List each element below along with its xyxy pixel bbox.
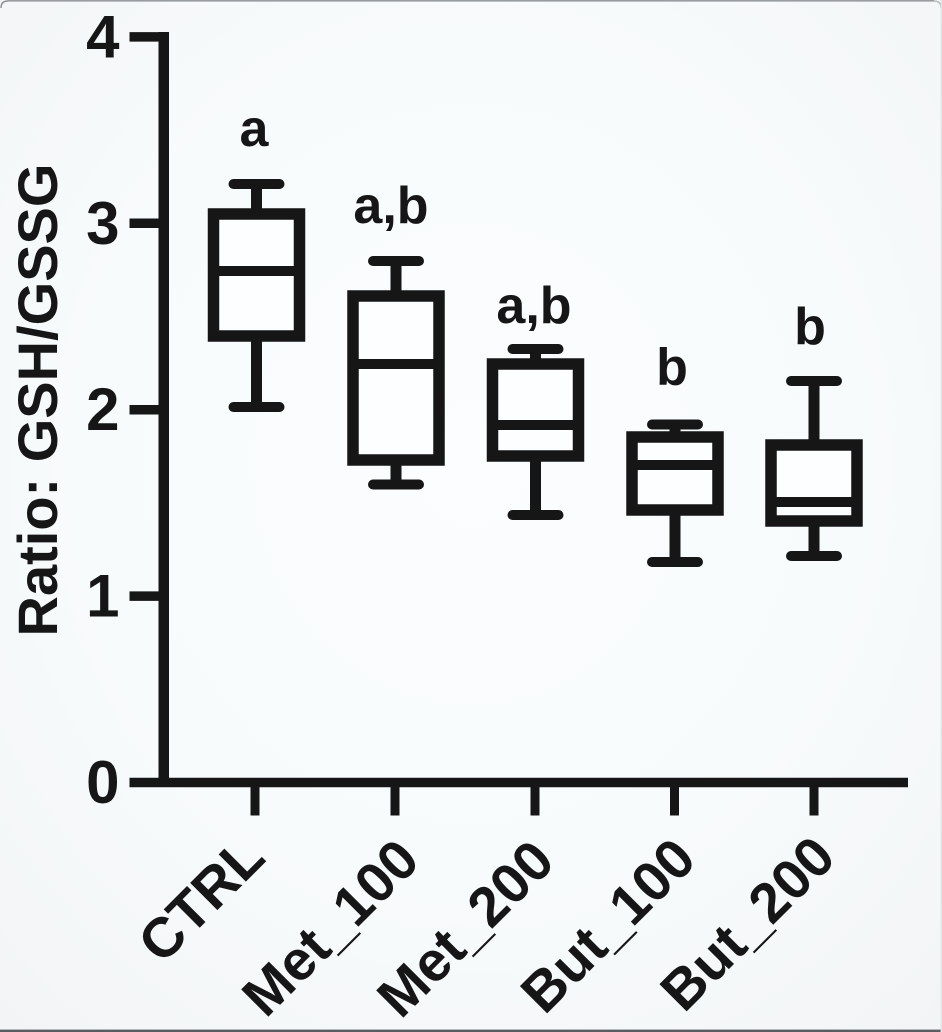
svg-text:b: b: [794, 298, 826, 356]
svg-text:0: 0: [86, 749, 119, 816]
svg-text:a: a: [240, 100, 270, 158]
svg-text:a,b: a,b: [353, 177, 428, 235]
svg-text:4: 4: [86, 3, 120, 70]
svg-text:a,b: a,b: [496, 277, 571, 335]
svg-text:2: 2: [86, 376, 119, 443]
svg-text:b: b: [656, 339, 688, 397]
svg-text:3: 3: [86, 190, 119, 257]
svg-text:Ratio: GSH/GSSG: Ratio: GSH/GSSG: [6, 164, 69, 637]
svg-text:1: 1: [86, 563, 119, 630]
